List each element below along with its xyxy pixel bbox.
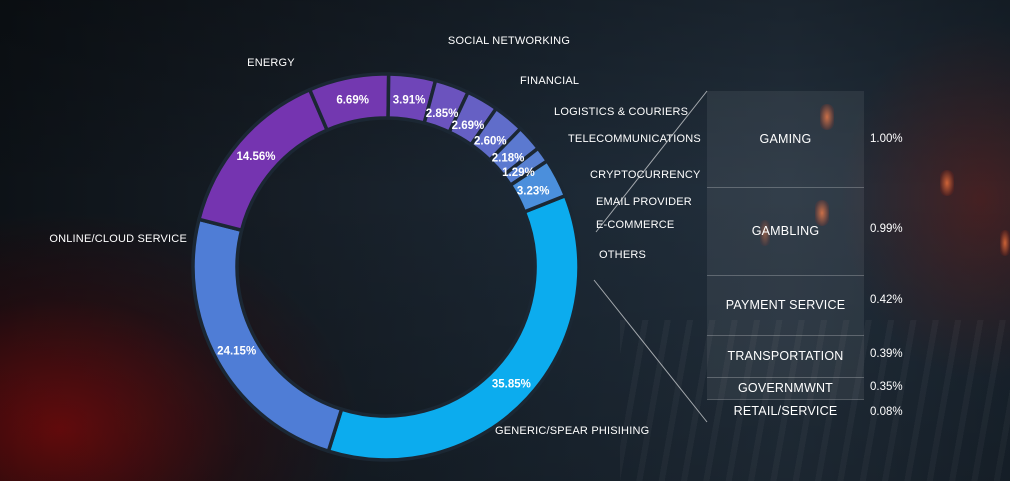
slice-online-cloud-service <box>191 217 344 454</box>
breakdown-label-payment-service: PAYMENT SERVICE <box>707 275 864 336</box>
breakdown-connector-top <box>595 90 708 233</box>
breakdown-value-gambling: 0.99% <box>870 223 903 235</box>
value-label-energy: 14.56% <box>236 151 275 163</box>
category-label-e-commerce: E-COMMERCE <box>596 219 674 231</box>
breakdown-value-payment-service: 0.42% <box>870 294 903 306</box>
category-label-online-cloud-service: ONLINE/CLOUD SERVICE <box>49 233 187 245</box>
value-label-telecommunications: 2.69% <box>452 120 485 132</box>
value-label-online-cloud-service: 24.15% <box>217 345 256 357</box>
value-label-social-networking: 6.69% <box>336 94 369 106</box>
category-label-email-provider: EMAIL PROVIDER <box>596 196 692 208</box>
category-label-others: OTHERS <box>599 249 646 261</box>
category-label-financial: FINANCIAL <box>520 75 579 87</box>
breakdown-label-gambling: GAMBLING <box>707 187 864 276</box>
others-breakdown-panel: GAMING GAMBLING PAYMENT SERVICE TRANSPORTAT… <box>707 91 864 422</box>
breakdown-value-transportation: 0.39% <box>870 348 903 360</box>
breakdown-value-gaming: 1.00% <box>870 133 903 145</box>
breakdown-value-retail-service: 0.08% <box>870 406 903 418</box>
category-label-cryptocurrency: CRYPTOCURRENCY <box>590 169 701 181</box>
slice-generic-spear-phisihing <box>326 193 581 462</box>
category-label-logistics-couriers: LOGISTICS & COURIERS <box>554 106 688 118</box>
category-label-energy: ENERGY <box>247 57 295 69</box>
breakdown-connector-bottom <box>593 279 708 423</box>
breakdown-label-transportation: TRANSPORTATION <box>707 335 864 378</box>
category-label-generic-spear-phisihing: GENERIC/SPEAR PHISIHING <box>495 425 649 437</box>
value-label-email-provider: 2.18% <box>492 152 525 164</box>
breakdown-value-governmwnt: 0.35% <box>870 381 903 393</box>
value-label-logistics-couriers: 2.85% <box>426 108 459 120</box>
category-label-social-networking: SOCIAL NETWORKING <box>448 35 570 47</box>
category-label-telecommunications: TELECOMMUNICATIONS <box>568 133 701 145</box>
slice-others <box>508 158 568 215</box>
value-label-generic-spear-phisihing: 35.85% <box>492 378 531 390</box>
breakdown-label-gaming: GAMING <box>707 91 864 188</box>
value-label-others: 3.23% <box>517 185 550 197</box>
breakdown-label-retail-service: RETAIL/SERVICE <box>733 403 838 418</box>
value-label-financial: 3.91% <box>393 95 426 107</box>
value-label-e-commerce: 1.29% <box>502 167 535 179</box>
value-label-cryptocurrency: 2.60% <box>474 135 507 147</box>
breakdown-label-governmwnt: GOVERNMWNT <box>707 377 864 400</box>
